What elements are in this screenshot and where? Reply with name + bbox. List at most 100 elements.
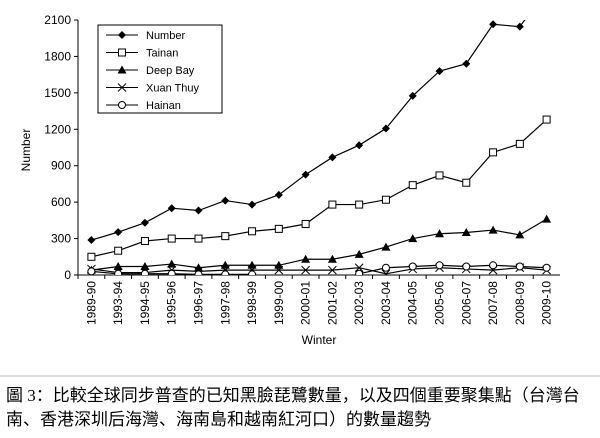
marker (118, 101, 126, 109)
x-tick-label: 1993-94 (111, 281, 125, 325)
marker (515, 139, 524, 148)
marker (221, 232, 230, 241)
marker (328, 265, 337, 275)
marker (140, 269, 149, 275)
x-tick-label: 1995-96 (165, 281, 179, 325)
y-tick-label: 600 (51, 195, 71, 209)
marker (381, 124, 390, 133)
legend-label: Number (146, 30, 185, 42)
marker (220, 260, 230, 269)
marker (381, 263, 390, 272)
marker (194, 234, 203, 243)
y-axis-title: Number (19, 129, 33, 172)
x-tick-label: 1996-97 (192, 281, 206, 325)
marker (542, 263, 551, 272)
x-tick-label: 2005-06 (433, 281, 447, 325)
marker (301, 254, 311, 263)
marker (408, 181, 417, 190)
marker (408, 91, 417, 100)
x-tick-label: 2009-10 (540, 281, 554, 325)
x-tick-label: 2007-08 (486, 281, 500, 325)
marker (117, 83, 127, 92)
marker (462, 178, 471, 187)
legend-label: Deep Bay (146, 65, 195, 77)
marker (354, 249, 364, 258)
marker (408, 234, 418, 243)
y-tick-label: 1800 (44, 49, 71, 63)
y-tick-label: 1200 (44, 122, 71, 136)
marker (87, 236, 96, 245)
marker (328, 153, 337, 162)
marker (354, 263, 364, 273)
marker (248, 227, 257, 236)
x-tick-label: 2008-09 (513, 281, 527, 325)
marker (515, 22, 524, 31)
marker (118, 31, 126, 39)
x-tick-label: 2001-02 (325, 281, 339, 325)
marker (274, 260, 284, 269)
y-tick-label: 0 (64, 268, 71, 282)
y-tick-label: 300 (51, 232, 71, 246)
y-tick-label: 2100 (44, 13, 71, 27)
series-line (91, 20, 526, 241)
marker (328, 200, 337, 209)
x-tick-label: 2002-03 (352, 281, 366, 325)
y-tick-label: 900 (51, 159, 71, 173)
legend-label: Xuan Thuy (146, 83, 200, 95)
x-tick-label: 1997-98 (218, 281, 232, 325)
marker (114, 228, 123, 237)
marker (355, 200, 364, 209)
x-tick-label: 1999-00 (272, 281, 286, 325)
marker (140, 218, 149, 227)
marker (301, 265, 310, 275)
caption: 圖 3：比較全球同步普查的已知黑臉琵鷺數量，以及四個重要聚集點（台灣台南、香港深… (6, 386, 580, 429)
marker (301, 170, 310, 179)
marker (140, 262, 150, 270)
marker (167, 204, 176, 213)
legend-label: Tainan (146, 48, 178, 60)
marker (221, 196, 230, 205)
x-tick-label: 1998-99 (245, 281, 259, 325)
marker (435, 261, 444, 270)
y-tick-label: 1500 (44, 86, 71, 100)
marker (248, 200, 257, 209)
marker (274, 190, 283, 199)
marker (489, 20, 498, 29)
series-line (91, 119, 548, 258)
marker (274, 265, 284, 275)
marker (114, 246, 123, 255)
marker (87, 252, 96, 261)
marker (542, 115, 551, 124)
marker (515, 262, 524, 271)
series-line (91, 267, 547, 275)
legend-label: Hainan (146, 100, 181, 112)
x-tick-label: 2003-04 (379, 281, 393, 325)
marker (355, 141, 364, 150)
marker (435, 67, 444, 76)
marker (167, 259, 177, 268)
marker (301, 220, 310, 228)
marker (461, 228, 471, 236)
marker (221, 270, 230, 275)
marker (114, 269, 123, 275)
marker (167, 269, 176, 275)
marker (515, 230, 525, 239)
marker (435, 171, 444, 180)
marker (87, 267, 96, 275)
x-tick-label: 2000-01 (299, 281, 313, 325)
x-tick-label: 2004-05 (406, 281, 420, 325)
marker (435, 229, 444, 238)
marker (381, 195, 390, 204)
marker (248, 270, 257, 275)
marker (462, 262, 471, 271)
marker (327, 254, 337, 263)
marker (462, 59, 471, 68)
marker (381, 269, 391, 275)
marker (489, 261, 498, 270)
marker (489, 148, 498, 157)
marker (140, 237, 149, 245)
marker (194, 270, 203, 275)
marker (167, 234, 176, 243)
chart: Number Winter 0 300 600 900 1200 1500 1800 2100… (0, 13, 600, 377)
